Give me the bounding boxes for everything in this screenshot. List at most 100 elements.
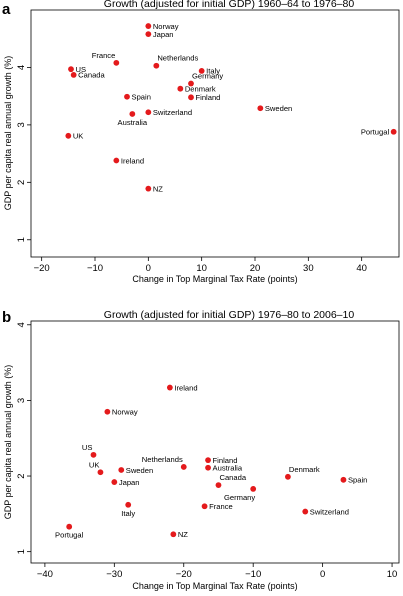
point-label: Spain	[132, 93, 151, 102]
x-tick-label: 20	[250, 263, 261, 274]
data-point	[180, 464, 187, 470]
data-point	[145, 31, 152, 38]
point-label: Canada	[219, 473, 246, 482]
data-point	[302, 508, 309, 515]
point-label: Ireland	[121, 156, 144, 165]
y-tick-label: 3	[16, 398, 27, 403]
panel-letter: a	[2, 1, 11, 18]
point-label: Italy	[206, 67, 220, 76]
data-point	[250, 485, 257, 492]
point-label: France	[209, 502, 233, 511]
point-label: Canada	[78, 71, 105, 80]
point-label: Finland	[213, 456, 238, 465]
y-tick-label: 1	[16, 549, 27, 554]
data-point	[145, 109, 152, 116]
point-label: Switzerland	[153, 108, 192, 117]
x-axis-label: Change in Top Marginal Tax Rate (points)	[132, 274, 297, 284]
data-point	[68, 66, 74, 73]
data-point	[390, 128, 397, 135]
plot-frame	[30, 320, 400, 564]
data-point	[65, 132, 72, 139]
point-label: UK	[73, 132, 84, 141]
point-label: Germany	[192, 72, 223, 81]
point-label: Australia	[213, 464, 243, 473]
point-label: NZ	[178, 530, 188, 539]
chart-title: Growth (adjusted for initial GDP) 1976–8…	[104, 309, 355, 321]
y-axis-label: GDP per capita real annual growth (%)	[3, 365, 13, 519]
y-tick-label: 2	[16, 180, 27, 185]
panel-letter: b	[2, 309, 11, 326]
point-label: Denmark	[289, 465, 320, 474]
point-label: Ireland	[174, 383, 197, 392]
chart-panel-b: b Growth (adjusted for initial GDP) 1976–…	[2, 309, 400, 591]
point-label: US	[82, 443, 93, 452]
data-point	[257, 105, 264, 112]
data-point	[90, 451, 97, 458]
data-point	[111, 479, 118, 485]
x-tick-label: −20	[176, 569, 192, 580]
data-point	[113, 157, 120, 164]
plot-frame	[30, 9, 400, 258]
point-label: France	[92, 51, 116, 60]
point-label: Portugal	[55, 531, 84, 540]
data-point	[177, 85, 184, 92]
point-label: Germany	[224, 493, 255, 502]
x-tick-label: 40	[356, 263, 367, 274]
point-label: Japan	[153, 30, 174, 39]
x-tick-label: 10	[196, 263, 207, 274]
x-tick-label: 0	[320, 569, 325, 580]
data-point	[188, 94, 194, 101]
data-point	[201, 503, 208, 510]
point-label: Netherlands	[157, 54, 198, 63]
y-tick-label: 3	[16, 122, 27, 127]
data-point	[205, 464, 211, 471]
x-tick-label: 10	[387, 569, 398, 580]
point-label: US	[76, 65, 87, 74]
data-point	[340, 476, 347, 483]
data-point	[145, 23, 152, 29]
x-tick-label: 30	[303, 263, 314, 274]
data-point	[205, 457, 211, 464]
point-label: UK	[89, 460, 100, 469]
point-label: Norway	[153, 22, 179, 31]
data-point	[153, 62, 160, 69]
data-point	[215, 482, 222, 489]
x-tick-label: −10	[245, 569, 261, 580]
point-label: Portugal	[361, 128, 390, 137]
point-label: Spain	[348, 476, 367, 485]
data-point	[104, 408, 111, 415]
point-label: Norway	[112, 408, 138, 417]
data-point	[113, 59, 120, 66]
point-label: NZ	[153, 184, 163, 193]
y-axis-label: GDP per capita real annual growth (%)	[3, 56, 13, 210]
data-point	[170, 531, 177, 538]
data-point	[124, 93, 130, 100]
chart-panel-a: a Growth (adjusted for initial GDP) 1960–…	[2, 0, 400, 284]
y-tick-label: 2	[16, 473, 27, 478]
point-label: Sweden	[265, 104, 292, 113]
point-label: Japan	[119, 478, 140, 487]
x-tick-label: 0	[146, 263, 151, 274]
x-tick-label: −20	[34, 263, 50, 274]
data-point	[118, 467, 125, 473]
point-label: Italy	[121, 509, 135, 518]
point-label: Finland	[196, 93, 221, 102]
data-point	[188, 80, 194, 87]
point-label: Netherlands	[142, 455, 183, 464]
data-point	[129, 111, 136, 117]
point-label: Australia	[118, 118, 148, 127]
x-axis-label: Change in Top Marginal Tax Rate (points)	[132, 581, 297, 591]
y-tick-label: 4	[16, 65, 27, 70]
x-tick-label: −10	[87, 263, 103, 274]
data-point	[66, 523, 73, 530]
data-point	[97, 469, 104, 476]
data-point	[70, 72, 77, 78]
point-label: Denmark	[185, 84, 216, 93]
point-label: Switzerland	[310, 507, 349, 516]
point-label: Sweden	[126, 466, 153, 475]
data-point	[285, 473, 291, 480]
data-point	[145, 185, 152, 192]
y-tick-label: 1	[16, 237, 27, 242]
x-tick-label: −30	[106, 569, 122, 580]
